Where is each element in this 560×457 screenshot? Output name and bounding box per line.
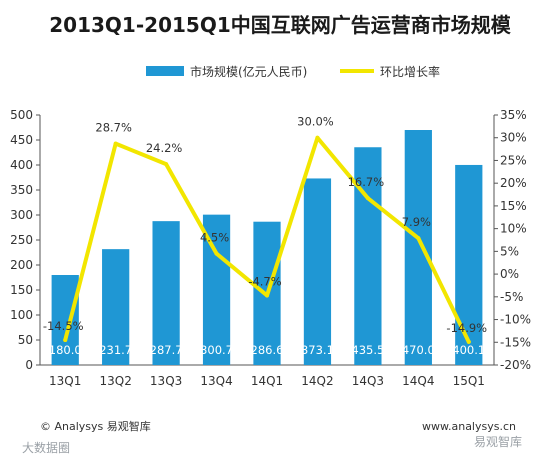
y-left-tick-label: 0: [25, 358, 33, 372]
x-tick-label: 14Q4: [402, 374, 434, 388]
legend-line-label: 环比增长率: [380, 64, 440, 79]
y-right-tick-label: 30%: [500, 131, 527, 145]
bar: [455, 164, 483, 365]
x-tick-label: 14Q1: [251, 374, 283, 388]
x-tick-label: 13Q4: [200, 374, 232, 388]
growth-rate-point: [113, 141, 118, 146]
x-tick-label: 14Q2: [301, 374, 333, 388]
growth-rate-label: -14.9%: [446, 321, 487, 335]
growth-rate-point: [365, 196, 370, 201]
bar: [51, 275, 79, 365]
growth-rate-label: 28.7%: [95, 121, 132, 135]
y-right-tick-label: 35%: [500, 108, 527, 122]
bar: [152, 221, 180, 365]
y-right-tick-label: 15%: [500, 199, 527, 213]
bar-value-label: 400.1: [452, 343, 485, 357]
growth-rate-label: 7.9%: [402, 215, 431, 229]
bar-value-label: 180.0: [49, 343, 82, 357]
y-left-tick-label: 150: [10, 283, 33, 297]
growth-rate-point: [63, 338, 68, 342]
legend-bar-swatch: [146, 66, 184, 76]
growth-rate-point: [214, 251, 219, 256]
bar-value-label: 286.6: [251, 343, 284, 357]
watermark-right: 易观智库: [474, 434, 522, 449]
y-left-tick-label: 300: [10, 208, 33, 222]
y-right-tick-label: 0%: [500, 267, 519, 281]
bar-value-label: 287.7: [150, 343, 183, 357]
y-right-tick-label: -5%: [500, 290, 523, 304]
y-left-tick-label: 250: [10, 233, 33, 247]
y-right-tick-label: -15%: [500, 335, 531, 349]
y-left-tick-label: 450: [10, 133, 33, 147]
bar-value-label: 470.0: [402, 343, 435, 357]
plot-area: 0 50 100 150 200 250 300 350 400 450 500 -20% -15% -1…: [10, 108, 531, 388]
chart-title: 2013Q1-2015Q1中国互联网广告运营商市场规模: [49, 13, 511, 37]
growth-rate-label: -14.5%: [43, 319, 84, 333]
x-tick-label: 13Q2: [99, 374, 131, 388]
growth-rate-point: [265, 293, 269, 298]
y-left-tick-label: 400: [10, 158, 33, 172]
y-left-tick-label: 100: [10, 308, 33, 322]
bar: [354, 147, 382, 365]
bar: [102, 249, 130, 365]
growth-rate-point: [164, 162, 169, 167]
source-url: www.analysys.cn: [422, 420, 516, 433]
growth-rate-label: 4.5%: [200, 231, 229, 245]
bar-value-label: 231.7: [99, 343, 132, 357]
x-tick-label: 15Q1: [453, 374, 485, 388]
x-tick-label: 13Q3: [150, 374, 182, 388]
bar-value-label: 435.5: [351, 343, 384, 357]
y-left-tick-label: 500: [10, 108, 33, 122]
y-right-tick-label: 20%: [500, 176, 527, 190]
growth-rate-point: [466, 339, 471, 344]
y-left-tick-label: 350: [10, 183, 33, 197]
source-label: © Analysys 易观智库: [40, 419, 151, 433]
watermark-left: 大数据圈: [22, 440, 70, 455]
bar-value-label: 373.1: [301, 343, 334, 357]
y-right-tick-label: -20%: [500, 358, 531, 372]
bar: [303, 178, 332, 365]
y-left-tick-label: 50: [18, 333, 33, 347]
y-right-tick-label: 10%: [500, 222, 527, 236]
growth-rate-point: [315, 135, 320, 140]
y-right-tick-label: 25%: [500, 153, 527, 167]
growth-rate-label: 16.7%: [348, 175, 385, 189]
bar: [404, 130, 432, 365]
bar-value-label: 300.7: [200, 343, 233, 357]
y-right-tick-label: -10%: [500, 313, 531, 327]
x-tick-label: 14Q3: [352, 374, 384, 388]
growth-rate-label: 30.0%: [297, 115, 334, 129]
growth-rate-label: -4.7%: [248, 274, 281, 288]
x-tick-label: 13Q1: [49, 374, 81, 388]
y-left-tick-label: 200: [10, 258, 33, 272]
legend-bar-label: 市场规模(亿元人民币): [190, 64, 307, 79]
legend: 市场规模(亿元人民币) 环比增长率: [146, 64, 440, 79]
y-right-tick-label: 5%: [500, 244, 519, 258]
growth-rate-label: 24.2%: [146, 141, 183, 155]
growth-rate-point: [416, 236, 421, 241]
